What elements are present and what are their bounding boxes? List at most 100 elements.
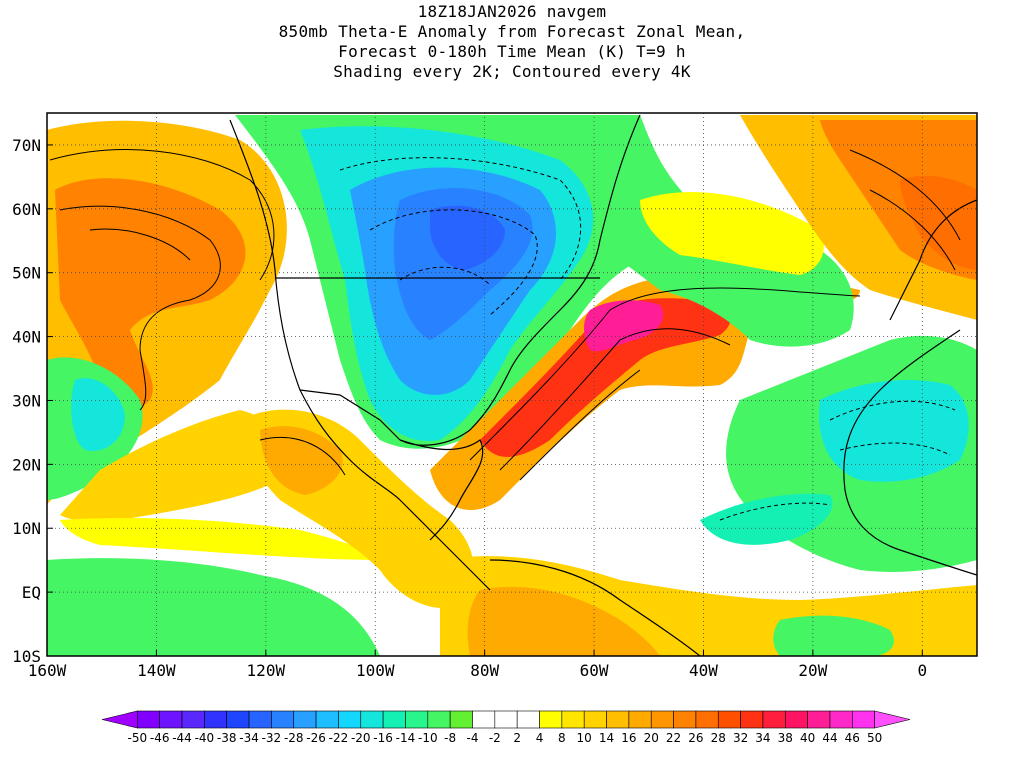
central-america	[399, 499, 491, 591]
colorbar-swatch	[852, 710, 875, 729]
colorbar-label: -38	[217, 731, 237, 745]
colorbar-swatch	[650, 710, 674, 729]
colorbar-label: -26	[306, 731, 326, 745]
africa-cyan-region	[819, 380, 969, 482]
latitude-label: EQ	[22, 583, 41, 602]
colorbar-swatch	[516, 710, 540, 729]
pacific-warm-arc	[60, 410, 288, 523]
title-line-2: 850mb Theta-E Anomaly from Forecast Zona…	[278, 22, 746, 41]
colorbar-swatch	[829, 710, 853, 729]
north-america-east-coast	[399, 114, 641, 446]
colorbar-upper-arrow	[874, 710, 911, 729]
colorbar-label: 46	[845, 731, 860, 745]
colorbar-label: -50	[128, 731, 148, 745]
colorbar-swatch	[583, 710, 607, 729]
colorbar-lower-arrow	[101, 710, 138, 729]
latitude-label: 30N	[12, 391, 41, 410]
colorbar-label: -8	[444, 731, 456, 745]
colorbar-swatch	[472, 710, 496, 729]
colorbar-swatch	[204, 710, 228, 729]
colorbar-swatch	[159, 710, 183, 729]
colorbar-swatch	[271, 710, 295, 729]
negative-contour-lines	[339, 157, 956, 521]
colorbar-swatch	[673, 710, 697, 729]
atlantic-red-core	[480, 298, 731, 457]
latitude-label: 70N	[12, 136, 41, 155]
latitude-label: 10N	[12, 519, 41, 538]
title-line-4: Shading every 2K; Contoured every 4K	[333, 62, 691, 81]
latitude-labels: 70N 60N 50N 40N 30N 20N 10N EQ 10S	[12, 136, 53, 666]
colorbar-label: -20	[351, 731, 371, 745]
north-america-west-coast	[229, 119, 401, 501]
east-atlantic-cyan-streak	[700, 493, 833, 545]
europe-red-core	[900, 175, 977, 270]
colorbar-label: 2	[513, 731, 521, 745]
colorbar-label: 10	[577, 731, 592, 745]
colorbar-swatch	[628, 710, 652, 729]
colorbar-swatch	[360, 710, 384, 729]
colorbar-label: -4	[467, 731, 479, 745]
north-atlantic-yellow-region	[640, 191, 824, 275]
colorbar-label: 22	[666, 731, 681, 745]
colorbar-label: -14	[396, 731, 416, 745]
colorbar-label: 16	[621, 731, 636, 745]
colorbar-labels: -50 -46 -44 -40 -38 -34 -32 -28 -26 -22 -20 -16 -14-…	[128, 731, 883, 745]
south-america-orange-region	[467, 586, 660, 656]
colorbar-swatch	[717, 710, 741, 729]
colorbar-label: 32	[733, 731, 748, 745]
colorbar-swatch	[539, 710, 563, 729]
gridlines	[47, 113, 977, 656]
longitude-labels: 160W 140W 120W 100W 80W 60W 40W 20W 0	[28, 650, 927, 680]
latitude-label: 50N	[12, 264, 41, 283]
colorbar-label: 26	[688, 731, 703, 745]
colorbar-swatch	[315, 710, 339, 729]
colorbar-label: -40	[195, 731, 215, 745]
colorbar-swatch	[181, 710, 205, 729]
latitude-label: 40N	[12, 328, 41, 347]
colorbar-label: 50	[867, 731, 882, 745]
colorbar-swatch	[137, 710, 160, 729]
colorbar-label: 34	[755, 731, 770, 745]
colorbar-swatch	[427, 710, 451, 729]
south-atlantic-green-patch	[773, 615, 894, 656]
colorbar-swatch	[226, 710, 250, 729]
colorbar-swatch	[561, 710, 585, 729]
colorbar-label: 38	[778, 731, 793, 745]
contour-lines	[49, 149, 961, 481]
longitude-label: 0	[917, 661, 927, 680]
atlantic-warm-plume	[430, 275, 860, 510]
colorbar-label: 4	[536, 731, 544, 745]
north-america-darkest-blue-core	[430, 205, 505, 270]
colorbar-label: 20	[644, 731, 659, 745]
colorbar-swatch	[293, 710, 317, 729]
longitude-label: 160W	[28, 661, 67, 680]
longitude-label: 100W	[356, 661, 395, 680]
gulf-coast	[399, 439, 484, 541]
colorbar-swatch	[762, 710, 786, 729]
us-mexico-border	[299, 389, 401, 441]
colorbar-swatch	[338, 710, 362, 729]
colorbar-label: -2	[489, 731, 501, 745]
south-america-coast	[489, 559, 701, 656]
colorbar-label: 44	[822, 731, 837, 745]
colorbar-swatch	[382, 710, 406, 729]
colorbar-label: -22	[329, 731, 349, 745]
latitude-label: 10S	[12, 647, 41, 666]
colorbar-swatch	[405, 710, 429, 729]
latitude-label: 20N	[12, 455, 41, 474]
colorbar-label: 8	[558, 731, 566, 745]
eq-pacific-green-band	[47, 558, 380, 656]
longitude-label: 40W	[689, 661, 718, 680]
atlantic-magenta-core	[584, 300, 664, 352]
colorbar-label: 14	[599, 731, 614, 745]
latitude-label: 60N	[12, 200, 41, 219]
colorbar-label: -46	[150, 731, 170, 745]
longitude-label: 120W	[247, 661, 286, 680]
colorbar-label: -10	[418, 731, 438, 745]
colorbar-swatch	[606, 710, 630, 729]
colorbar-swatch	[784, 710, 808, 729]
longitude-label: 20W	[798, 661, 827, 680]
pacific-orange-core	[55, 178, 246, 411]
